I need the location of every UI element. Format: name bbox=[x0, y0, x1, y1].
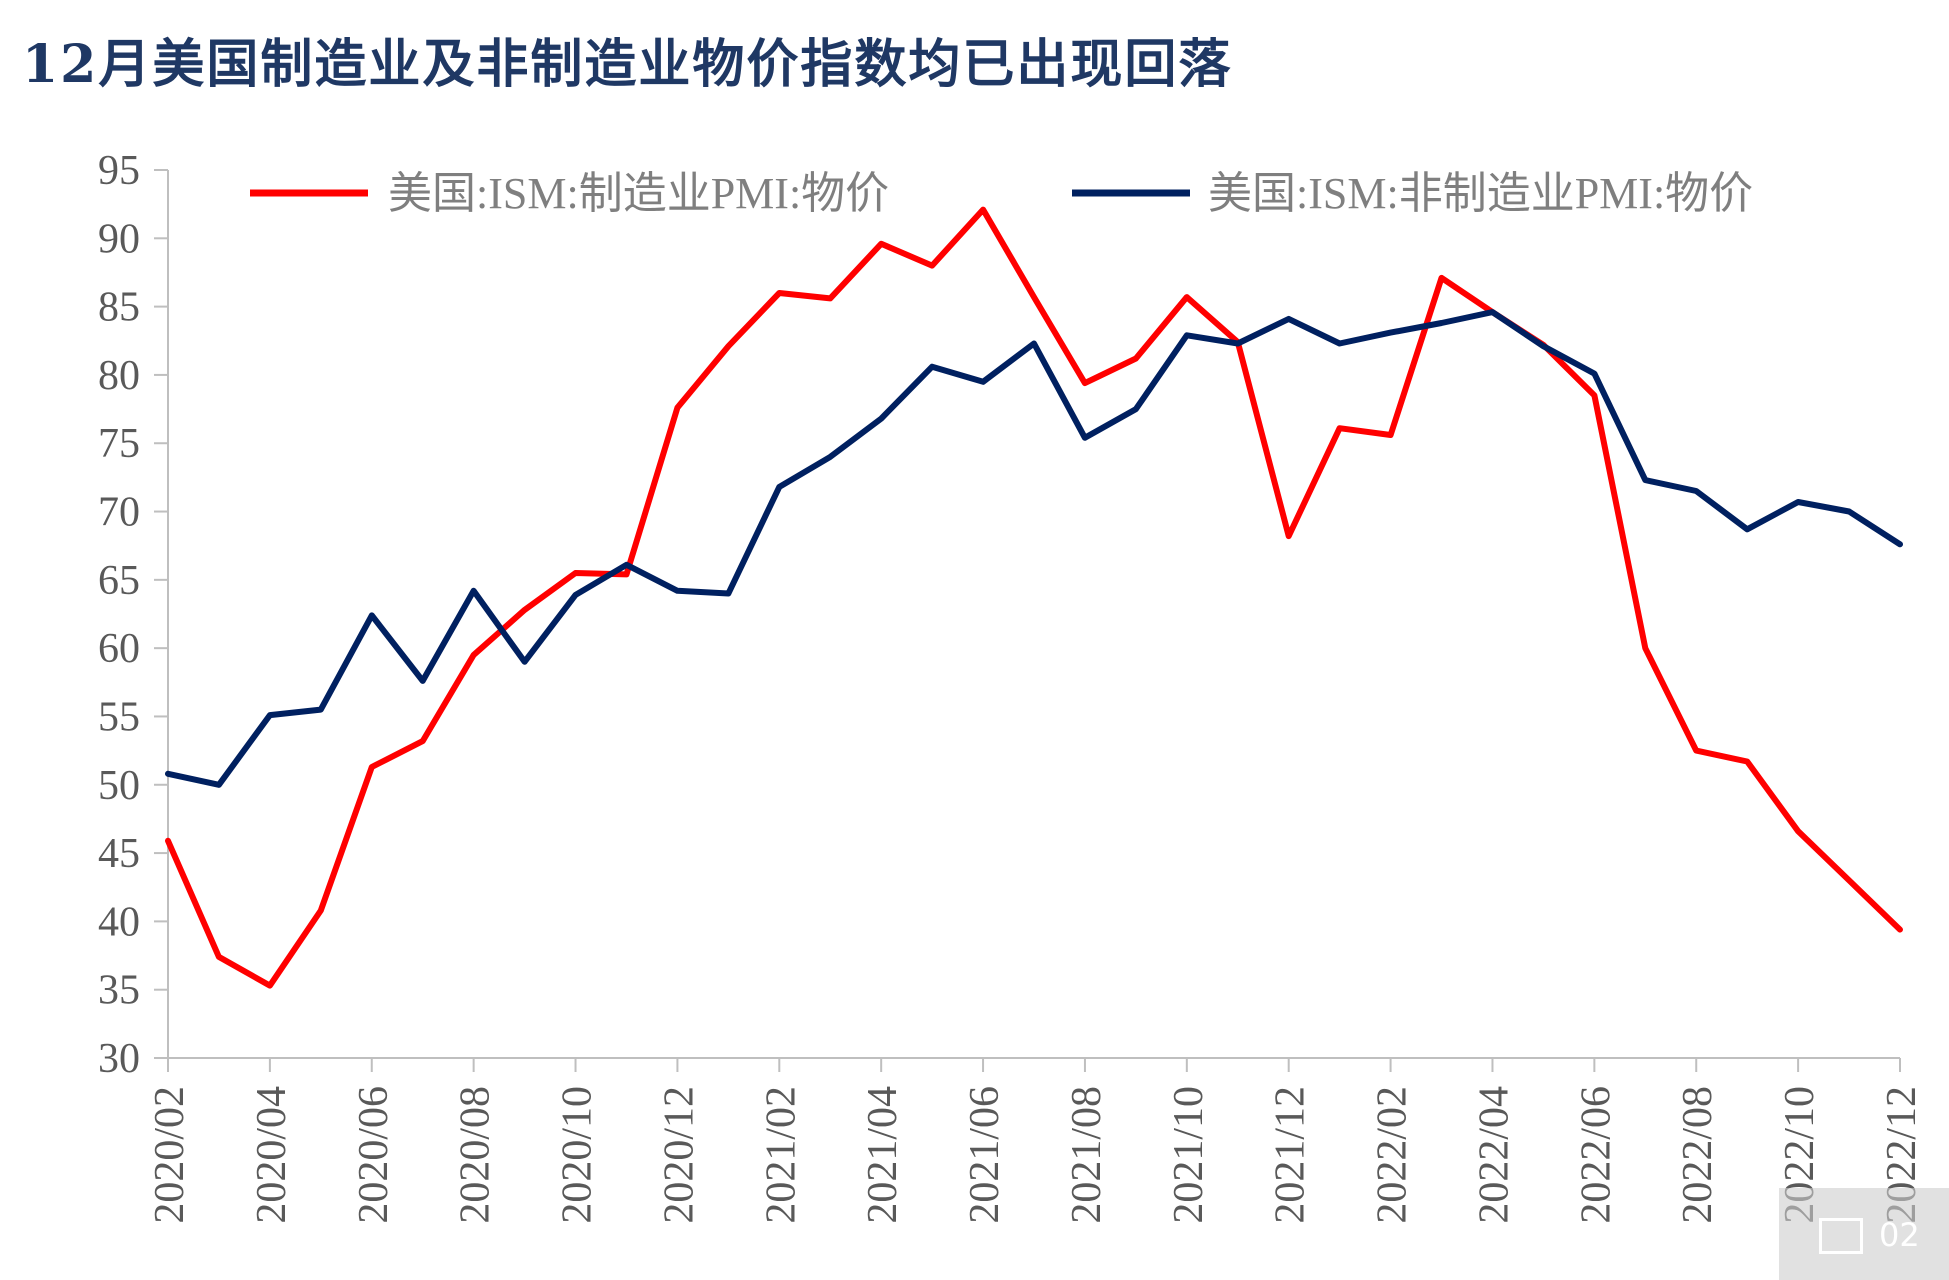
watermark-text: 02 bbox=[1879, 1216, 1920, 1254]
watermark: 02 bbox=[1779, 1188, 1949, 1280]
x-tick-label: 2022/06 bbox=[1573, 1086, 1619, 1224]
y-tick-label: 65 bbox=[98, 558, 140, 604]
x-tick-label: 2021/08 bbox=[1064, 1086, 1110, 1224]
x-tick-label: 2020/12 bbox=[656, 1086, 702, 1224]
series-manufacturing-line bbox=[165, 206, 1903, 989]
y-tick-label: 75 bbox=[98, 421, 140, 467]
grid-icon bbox=[1819, 1218, 1863, 1254]
x-tick-label: 2021/02 bbox=[758, 1086, 804, 1224]
y-tick-label: 45 bbox=[98, 831, 140, 877]
y-tick-label: 60 bbox=[98, 626, 140, 672]
x-tick-label: 2020/02 bbox=[147, 1086, 193, 1224]
x-tick-label: 2021/10 bbox=[1166, 1086, 1212, 1224]
chart-axes: 30 35 40 45 50 55 60 65 70 75 80 85 90 95 2020/02 2020/… bbox=[98, 148, 1925, 1224]
chart-legend: 美国:ISM:制造业PMI:物价 美国:ISM:非制造业PMI:物价 bbox=[250, 169, 1753, 218]
y-tick-label: 55 bbox=[98, 694, 140, 740]
y-tick-label: 35 bbox=[98, 968, 140, 1014]
chart-title: 12月美国制造业及非制造业物价指数均已出现回落 bbox=[22, 34, 1233, 95]
y-tick-label: 40 bbox=[98, 899, 140, 945]
x-tick-label: 2021/06 bbox=[962, 1086, 1008, 1224]
x-tick-label: 2020/08 bbox=[453, 1086, 499, 1224]
y-tick-label: 85 bbox=[98, 285, 140, 331]
x-tick-label: 2021/12 bbox=[1268, 1086, 1314, 1224]
x-tick-label: 2021/04 bbox=[860, 1086, 906, 1224]
y-tick-label: 70 bbox=[98, 490, 140, 536]
y-tick-label: 95 bbox=[98, 148, 140, 194]
y-tick-label: 80 bbox=[98, 353, 140, 399]
x-tick-label: 2020/04 bbox=[249, 1086, 295, 1224]
y-tick-label: 50 bbox=[98, 763, 140, 809]
chart-series bbox=[165, 206, 1903, 989]
x-tick-label: 2020/10 bbox=[555, 1086, 601, 1224]
x-tick-label: 2022/08 bbox=[1675, 1086, 1721, 1224]
legend-label: 美国:ISM:制造业PMI:物价 bbox=[388, 169, 889, 218]
legend-label: 美国:ISM:非制造业PMI:物价 bbox=[1208, 169, 1753, 218]
x-tick-label: 2022/02 bbox=[1370, 1086, 1416, 1224]
x-tick-label: 2020/06 bbox=[351, 1086, 397, 1224]
y-tick-label: 90 bbox=[98, 216, 140, 262]
y-tick-label: 30 bbox=[98, 1036, 140, 1082]
x-tick-label: 2022/04 bbox=[1471, 1086, 1517, 1224]
series-nonmanufacturing-line bbox=[165, 309, 1903, 788]
